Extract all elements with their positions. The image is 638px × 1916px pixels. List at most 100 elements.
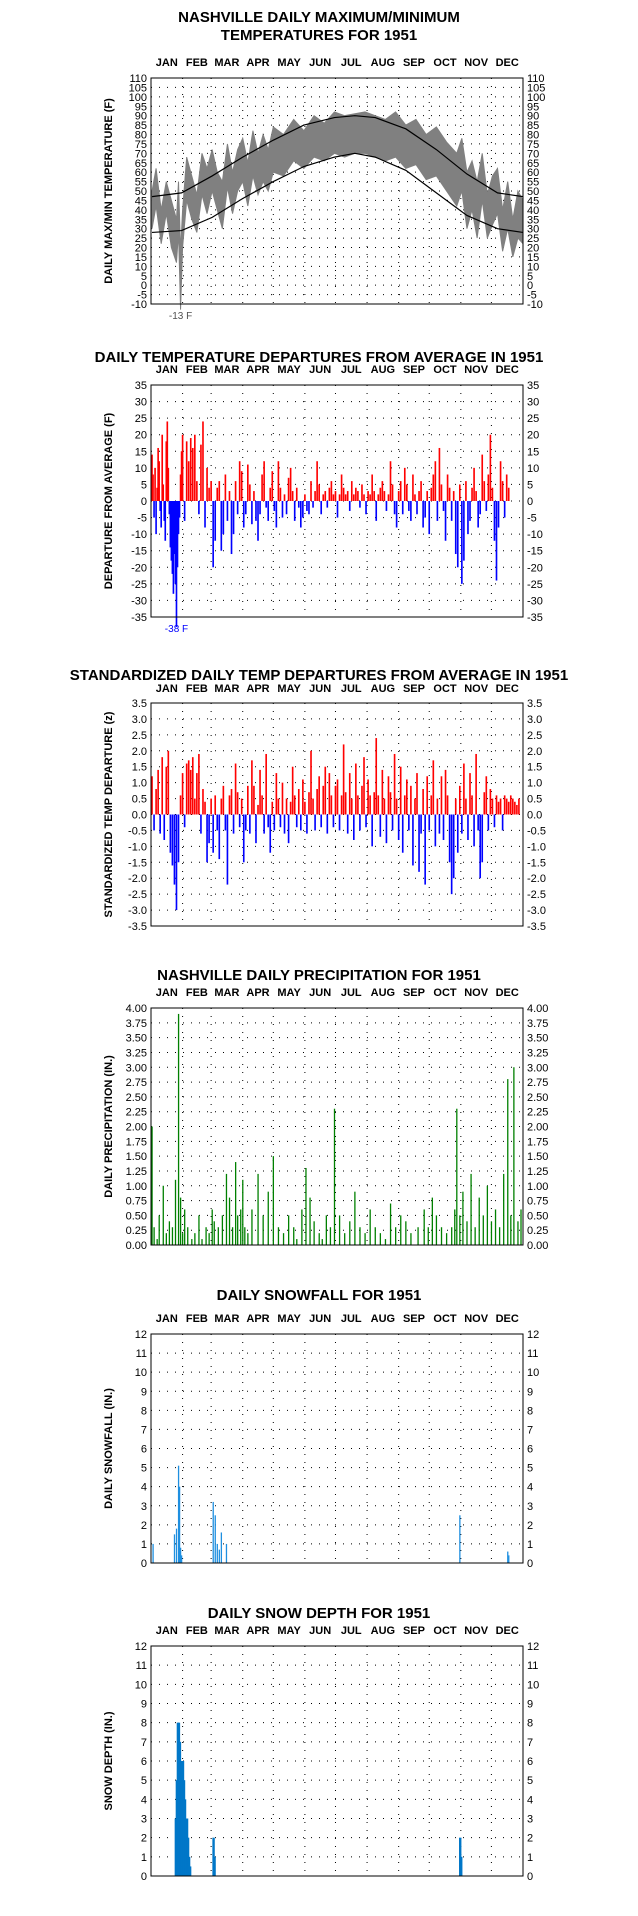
y-tick-label-right: 80 xyxy=(527,130,539,142)
departure-bar xyxy=(234,763,237,815)
y-tick-label-right: 11 xyxy=(527,1348,538,1360)
departure-bar xyxy=(318,776,320,815)
departure-bar xyxy=(297,501,300,508)
departure-bar xyxy=(395,501,398,528)
departure-bar xyxy=(481,814,484,863)
y-tick-label-left: 0.50 xyxy=(126,1210,147,1222)
departure-bar xyxy=(228,491,231,501)
y-tick-label-left: 3.00 xyxy=(126,1062,147,1074)
precipitation-bar xyxy=(301,1209,303,1245)
month-label: MAY xyxy=(277,1625,301,1637)
departure-bar xyxy=(310,750,312,815)
precipitation-bar xyxy=(234,1162,237,1245)
y-tick-label-left: 45 xyxy=(135,195,147,207)
y-tick-label-left: 75 xyxy=(135,139,147,151)
y-tick-label-right: 35 xyxy=(527,380,539,392)
departure-bar xyxy=(247,785,249,815)
departure-bar xyxy=(340,474,343,501)
precipitation-bar xyxy=(251,1209,253,1245)
y-tick-label-left: 1.5 xyxy=(132,762,147,774)
departure-bar xyxy=(269,814,272,853)
precipitation-bar xyxy=(217,1227,219,1245)
y-tick-label-right: 12 xyxy=(527,1641,539,1653)
departure-bar xyxy=(293,501,296,521)
precipitation-bar xyxy=(174,1179,177,1245)
departure-bar xyxy=(273,501,276,511)
departure-bar xyxy=(363,757,365,815)
departure-bar xyxy=(151,776,153,815)
departure-bar xyxy=(177,814,180,863)
departure-bar xyxy=(424,814,426,885)
y-tick-label-left: 110 xyxy=(129,73,147,85)
temperature-y-axis-label: DAILY MAX/MIN TEMPERATURE (F) xyxy=(103,98,115,284)
departure-bar xyxy=(322,494,325,501)
departure-bar xyxy=(385,814,388,844)
departure-bar xyxy=(414,494,416,501)
y-tick-label-left: 1.00 xyxy=(126,1181,147,1193)
precipitation-bar xyxy=(151,1126,153,1245)
departure-bar xyxy=(342,744,345,815)
y-tick-label-right: 2.25 xyxy=(527,1107,548,1119)
y-tick-label-right: -10 xyxy=(527,299,543,311)
y-tick-label-left: 3 xyxy=(141,1814,147,1826)
departure-bar xyxy=(440,776,443,815)
departure-bar xyxy=(326,501,329,508)
precipitation-bar xyxy=(158,1215,160,1245)
precipitation-bar xyxy=(168,1221,171,1245)
departure-bar xyxy=(224,474,227,501)
y-tick-label-left: 10 xyxy=(135,1679,147,1691)
y-tick-label-left: 2.25 xyxy=(126,1107,147,1119)
snow-depth-bar xyxy=(212,1837,215,1876)
precipitation-bar xyxy=(171,1227,174,1245)
departure-bar xyxy=(173,814,176,885)
y-tick-label-left: 6 xyxy=(141,1756,147,1768)
snowfall-chart: DAILY SNOWFALL FOR 1951 JAN FEB MAR APR MAY JU… xyxy=(103,1287,539,1570)
y-tick-label-left: 2.5 xyxy=(132,730,147,742)
departure-bar xyxy=(181,773,184,815)
departure-bar xyxy=(389,792,392,815)
precipitation-bar xyxy=(482,1215,484,1245)
snowfall-bar xyxy=(508,1555,510,1563)
precipitation-bar xyxy=(454,1209,456,1245)
departure-bar xyxy=(359,814,361,831)
departure-bar xyxy=(163,814,166,840)
departure-bar xyxy=(265,501,267,508)
y-tick-label-left: 2.50 xyxy=(126,1092,147,1104)
departure-bar xyxy=(269,487,272,501)
month-label: JAN xyxy=(156,683,178,695)
departure-bar xyxy=(499,461,502,501)
departure-bar xyxy=(162,484,165,501)
y-tick-label-left: 40 xyxy=(135,205,147,217)
departure-bar xyxy=(171,814,174,866)
departure-bar xyxy=(491,798,494,815)
departure-bar xyxy=(302,501,304,518)
precipitation-bar xyxy=(213,1221,215,1245)
precipitation-bar xyxy=(466,1221,468,1245)
month-label: JUL xyxy=(341,987,362,999)
precipitation-chart: NASHVILLE DAILY PRECIPITATION FOR 1951 JA… xyxy=(103,967,548,1252)
departure-bar xyxy=(355,487,357,501)
departure-bar xyxy=(171,501,174,574)
departure-bar xyxy=(228,795,231,815)
month-label: JAN xyxy=(156,364,178,376)
departure-bar xyxy=(377,795,380,815)
y-tick-label-left: 25 xyxy=(135,233,147,245)
departure-bar xyxy=(295,814,298,828)
departure-bar xyxy=(361,785,363,815)
precipitation-plot-frame xyxy=(150,1007,524,1246)
departure-bar xyxy=(168,501,171,515)
departure-bar xyxy=(251,501,253,525)
departure-bar xyxy=(467,814,469,840)
departure-bar xyxy=(397,491,400,501)
month-label: AUG xyxy=(371,364,395,376)
snowfall-y-axis-label: DAILY SNOWFALL (IN.) xyxy=(103,1388,115,1509)
departure-bar xyxy=(166,421,169,501)
departures-annotation: -38 F xyxy=(165,624,188,635)
departure-bar xyxy=(291,491,294,501)
precipitation-bar xyxy=(165,1233,167,1245)
precipitation-bar xyxy=(187,1227,189,1245)
departure-bar xyxy=(448,487,451,501)
departure-bar xyxy=(257,804,259,815)
departure-bar xyxy=(271,801,274,815)
departure-bar xyxy=(497,801,500,815)
